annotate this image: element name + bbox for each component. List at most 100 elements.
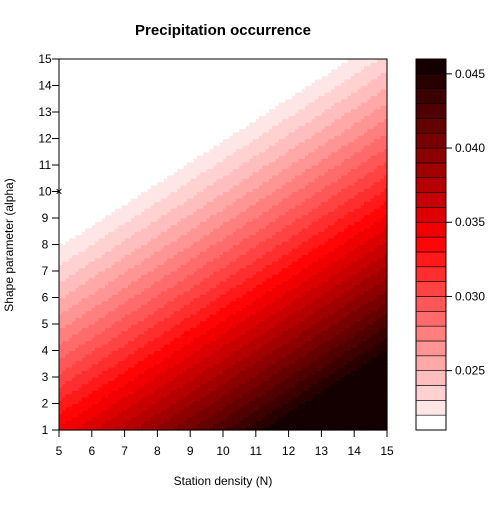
contour-cell	[167, 337, 172, 342]
contour-cell	[196, 280, 201, 285]
contour-cell	[131, 98, 136, 103]
contour-cell	[200, 261, 204, 265]
contour-cell	[101, 214, 106, 219]
contour-cell	[72, 62, 76, 67]
contour-cell	[177, 390, 181, 395]
contour-cell	[157, 304, 162, 309]
contour-cell	[75, 377, 80, 381]
contour-cell	[196, 214, 201, 219]
contour-cell	[141, 224, 145, 229]
contour-cell	[65, 184, 70, 189]
contour-cell	[91, 231, 96, 236]
contour-cell	[127, 161, 132, 166]
contour-cell	[177, 188, 181, 193]
contour-cell	[111, 406, 116, 411]
contour-cell	[62, 65, 67, 70]
contour-cell	[78, 333, 83, 338]
contour-cell	[200, 112, 204, 116]
contour-cell	[131, 118, 136, 123]
contour-cell	[147, 337, 152, 342]
contour-cell	[196, 267, 201, 272]
contour-cell	[88, 357, 93, 362]
contour-cell	[98, 168, 103, 173]
contour-cell	[101, 237, 106, 242]
contour-cell	[160, 224, 165, 229]
contour-cell	[193, 151, 198, 156]
contour-cell	[200, 274, 204, 279]
contour-cell	[124, 353, 129, 358]
contour-cell	[65, 367, 70, 371]
contour-cell	[72, 410, 76, 415]
contour-cell	[196, 343, 201, 348]
contour-cell	[98, 386, 103, 391]
contour-cell	[59, 360, 63, 365]
contour-cell	[190, 267, 195, 272]
contour-cell	[141, 234, 145, 239]
contour-cell	[78, 221, 83, 226]
contour-cell	[173, 357, 178, 362]
contour-cell	[118, 307, 122, 312]
contour-cell	[163, 224, 168, 229]
contour-cell	[150, 363, 155, 368]
contour-cell	[91, 314, 96, 318]
contour-cell	[98, 271, 103, 275]
contour-cell	[144, 128, 149, 133]
contour-cell	[65, 135, 70, 140]
contour-cell	[72, 261, 76, 265]
contour-cell	[101, 247, 106, 252]
contour-cell	[170, 125, 175, 130]
contour-cell	[118, 247, 122, 252]
contour-cell	[137, 148, 142, 153]
contour-cell	[75, 131, 80, 136]
contour-cell	[170, 247, 175, 252]
contour-cell	[98, 241, 103, 246]
contour-cell	[114, 115, 119, 120]
contour-cell	[183, 158, 188, 163]
contour-cell	[68, 343, 73, 348]
contour-cell	[98, 128, 103, 133]
contour-cell	[134, 324, 139, 328]
contour-cell	[111, 98, 116, 103]
contour-cell	[85, 396, 90, 401]
contour-cell	[124, 155, 129, 159]
contour-cell	[62, 267, 67, 272]
plot-area: ×	[55, 58, 388, 431]
contour-cell	[65, 423, 70, 428]
contour-cell	[167, 304, 172, 309]
contour-cell	[170, 158, 175, 163]
contour-cell	[154, 363, 158, 368]
contour-cell	[81, 386, 86, 391]
contour-cell	[183, 343, 188, 348]
contour-cell	[190, 72, 195, 77]
contour-cell	[127, 410, 132, 415]
contour-cell	[108, 261, 113, 265]
contour-cell	[160, 204, 165, 209]
contour-cell	[65, 201, 70, 206]
contour-cell	[114, 396, 119, 401]
contour-cell	[160, 380, 165, 385]
contour-cell	[121, 78, 126, 83]
contour-cell	[111, 184, 116, 189]
contour-cell	[62, 145, 67, 150]
contour-cell	[154, 290, 158, 295]
contour-cell	[183, 211, 188, 216]
contour-cell	[81, 171, 86, 176]
contour-cell	[200, 350, 204, 355]
contour-cell	[167, 224, 172, 229]
contour-cell	[173, 261, 178, 265]
contour-cell	[68, 125, 73, 130]
contour-cell	[177, 98, 181, 103]
contour-cell	[72, 161, 76, 166]
contour-cell	[190, 400, 195, 405]
contour-cell	[150, 148, 155, 153]
contour-cell	[101, 85, 106, 90]
contour-cell	[167, 181, 172, 186]
contour-cell	[104, 383, 109, 388]
contour-cell	[196, 360, 201, 365]
contour-cell	[62, 241, 67, 246]
contour-cell	[101, 373, 106, 378]
contour-cell	[173, 350, 178, 355]
contour-cell	[137, 102, 142, 106]
contour-cell	[59, 367, 63, 371]
contour-cell	[95, 333, 99, 338]
